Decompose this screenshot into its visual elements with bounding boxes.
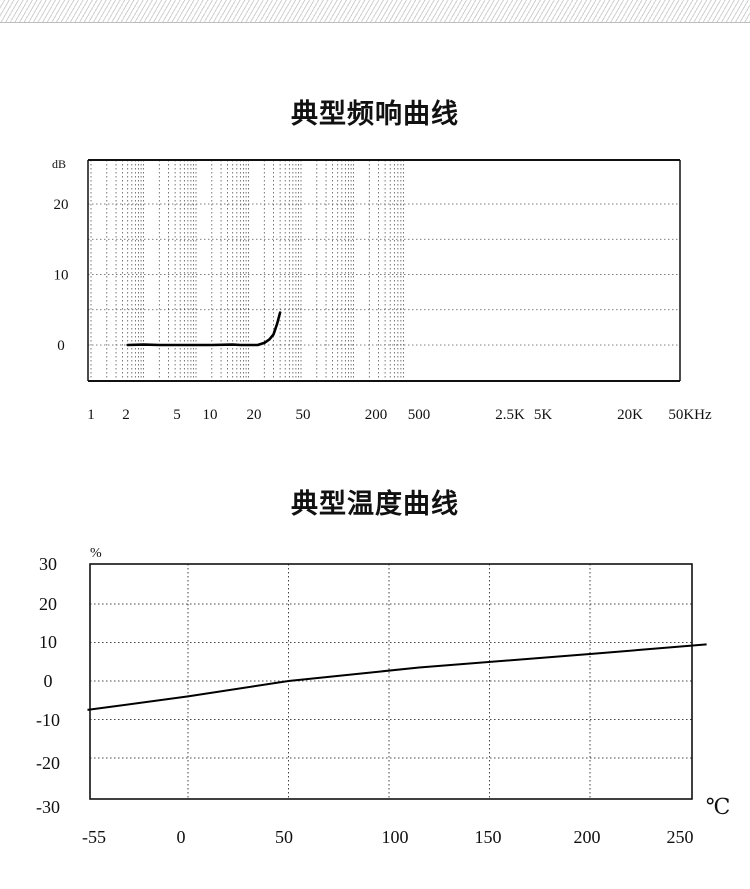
freq-y-axis-label: dB: [52, 157, 66, 171]
temp-x-tick-label: 250: [667, 827, 694, 847]
temp-y-tick-label: 0: [44, 671, 53, 691]
temp-curve-line: [87, 643, 707, 711]
freq-x-tick-label: 1: [87, 407, 95, 423]
freq-x-tick-label: 500: [408, 407, 431, 423]
temp-y-tick-label: 20: [39, 594, 57, 614]
temp-y-tick-label: -30: [36, 797, 60, 817]
temp-frame: [89, 563, 693, 800]
temp-y-tick-label: -20: [36, 753, 60, 773]
temp-x-axis-unit: ℃: [706, 794, 731, 819]
freq-x-tick-label: 200: [365, 407, 388, 423]
freq-response-line: [126, 311, 282, 347]
temp-y-tick-label: 30: [39, 554, 57, 574]
freq-y-tick-label: 20: [54, 197, 69, 213]
freq-x-tick-label: 10: [203, 407, 218, 423]
freq-x-tick-label: 5K: [534, 407, 553, 423]
frequency-chart-title: 典型频响曲线: [291, 99, 459, 130]
temperature-chart-title: 典型温度曲线: [291, 489, 459, 520]
freq-y-tick-label: 0: [57, 338, 65, 354]
freq-x-tick-label: 50KHz: [668, 407, 712, 423]
freq-x-tick-label: 20K: [617, 407, 643, 423]
freq-y-tick-label: 10: [54, 268, 69, 284]
temp-x-tick-label: 0: [177, 827, 186, 847]
frequency-response-chart: dB 20 10 0 1 2 5 10 20 50 200 500 2.5K 5K 20K 50KHz: [52, 157, 712, 423]
temp-x-tick-label: -55: [82, 827, 106, 847]
freq-x-tick-label: 50: [296, 407, 311, 423]
freq-x-tick-label: 2: [122, 407, 130, 423]
freq-x-tick-label: 20: [247, 407, 262, 423]
temp-x-tick-label: 50: [275, 827, 293, 847]
temp-y-tick-label: 10: [39, 632, 57, 652]
temp-y-tick-label: -10: [36, 710, 60, 730]
temp-x-tick-label: 100: [382, 827, 409, 847]
temp-y-axis-label: %: [90, 546, 102, 561]
freq-x-tick-label: 2.5K: [495, 407, 525, 423]
top-stripe-banner: [0, 0, 750, 23]
freq-x-tick-label: 5: [173, 407, 181, 423]
temp-x-tick-label: 150: [475, 827, 502, 847]
temp-x-tick-label: 200: [574, 827, 601, 847]
